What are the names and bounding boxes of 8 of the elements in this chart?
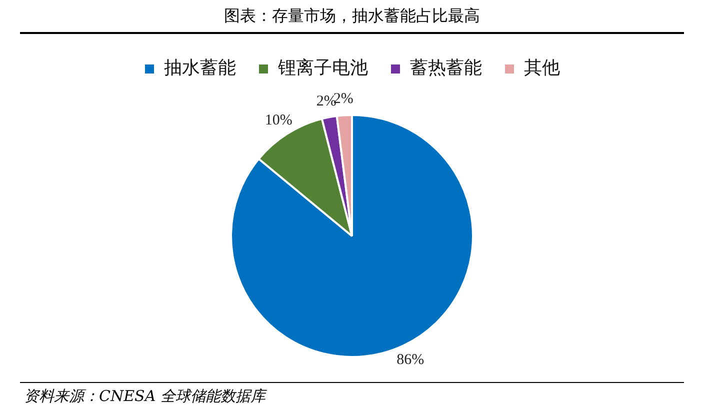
- legend-label: 蓄热蓄能: [410, 58, 482, 79]
- legend-label: 其他: [524, 58, 560, 79]
- legend-label: 抽水蓄能: [164, 58, 236, 79]
- data-label: 86%: [396, 352, 424, 368]
- data-label: 10%: [264, 112, 292, 128]
- chart-title: 图表：存量市场，抽水蓄能占比最高: [20, 0, 684, 34]
- text: 资料来源：CNESA 全球储能数据库: [20, 382, 684, 409]
- legend-label: 锂离子电池: [277, 58, 368, 79]
